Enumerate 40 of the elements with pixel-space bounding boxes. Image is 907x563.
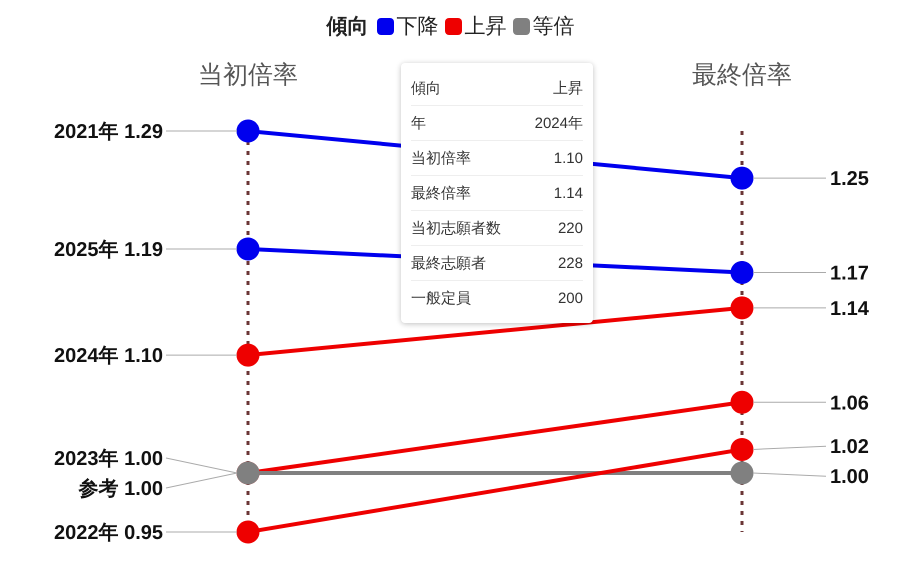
point <box>730 390 754 414</box>
point <box>730 166 754 190</box>
annotation: 最終志願者 <box>411 254 486 272</box>
data-label: 2025年 1.19 <box>54 238 163 261</box>
legend-title: 傾向 <box>326 15 368 38</box>
legend-label: 下降 <box>396 15 438 38</box>
data-label: 2022年 0.95 <box>54 522 163 544</box>
point <box>236 120 260 142</box>
point <box>236 344 260 367</box>
data-label: 1.02 <box>830 436 869 458</box>
annotation: 200 <box>558 290 583 306</box>
annotation: 当初倍率 <box>411 148 471 168</box>
annotation: 当初志願者数 <box>411 218 501 238</box>
annotation: 2024年 <box>534 114 583 132</box>
point <box>730 296 754 320</box>
point <box>236 520 260 544</box>
point <box>236 237 260 260</box>
point <box>730 261 754 284</box>
data-label: 参考 1.00 <box>78 477 163 500</box>
data-label: 1.17 <box>830 262 869 285</box>
annotation: 最終倍率 <box>411 184 471 202</box>
annotation: 1.10 <box>554 150 583 166</box>
text: 上昇 <box>553 80 583 96</box>
data-label: 1.00 <box>830 466 869 488</box>
point <box>730 462 754 485</box>
text: 傾向 <box>411 80 441 96</box>
point <box>730 438 754 461</box>
data-label: 1.14 <box>830 298 870 320</box>
annotation: 年 <box>411 114 426 132</box>
data-label: 2023年 1.00 <box>54 448 163 470</box>
data-label: 2021年 1.29 <box>54 121 163 143</box>
annotation: 220 <box>558 220 583 236</box>
data-label: 1.25 <box>830 168 869 190</box>
legend-label: 上昇 <box>464 15 506 38</box>
data-label: 2024年 1.10 <box>54 345 163 368</box>
annotation: 1.14 <box>554 184 583 202</box>
annotation: 一般定員 <box>411 288 471 308</box>
annotation: 228 <box>558 254 583 272</box>
legend-label: 等倍 <box>532 15 574 38</box>
data-label: 1.06 <box>830 392 869 414</box>
